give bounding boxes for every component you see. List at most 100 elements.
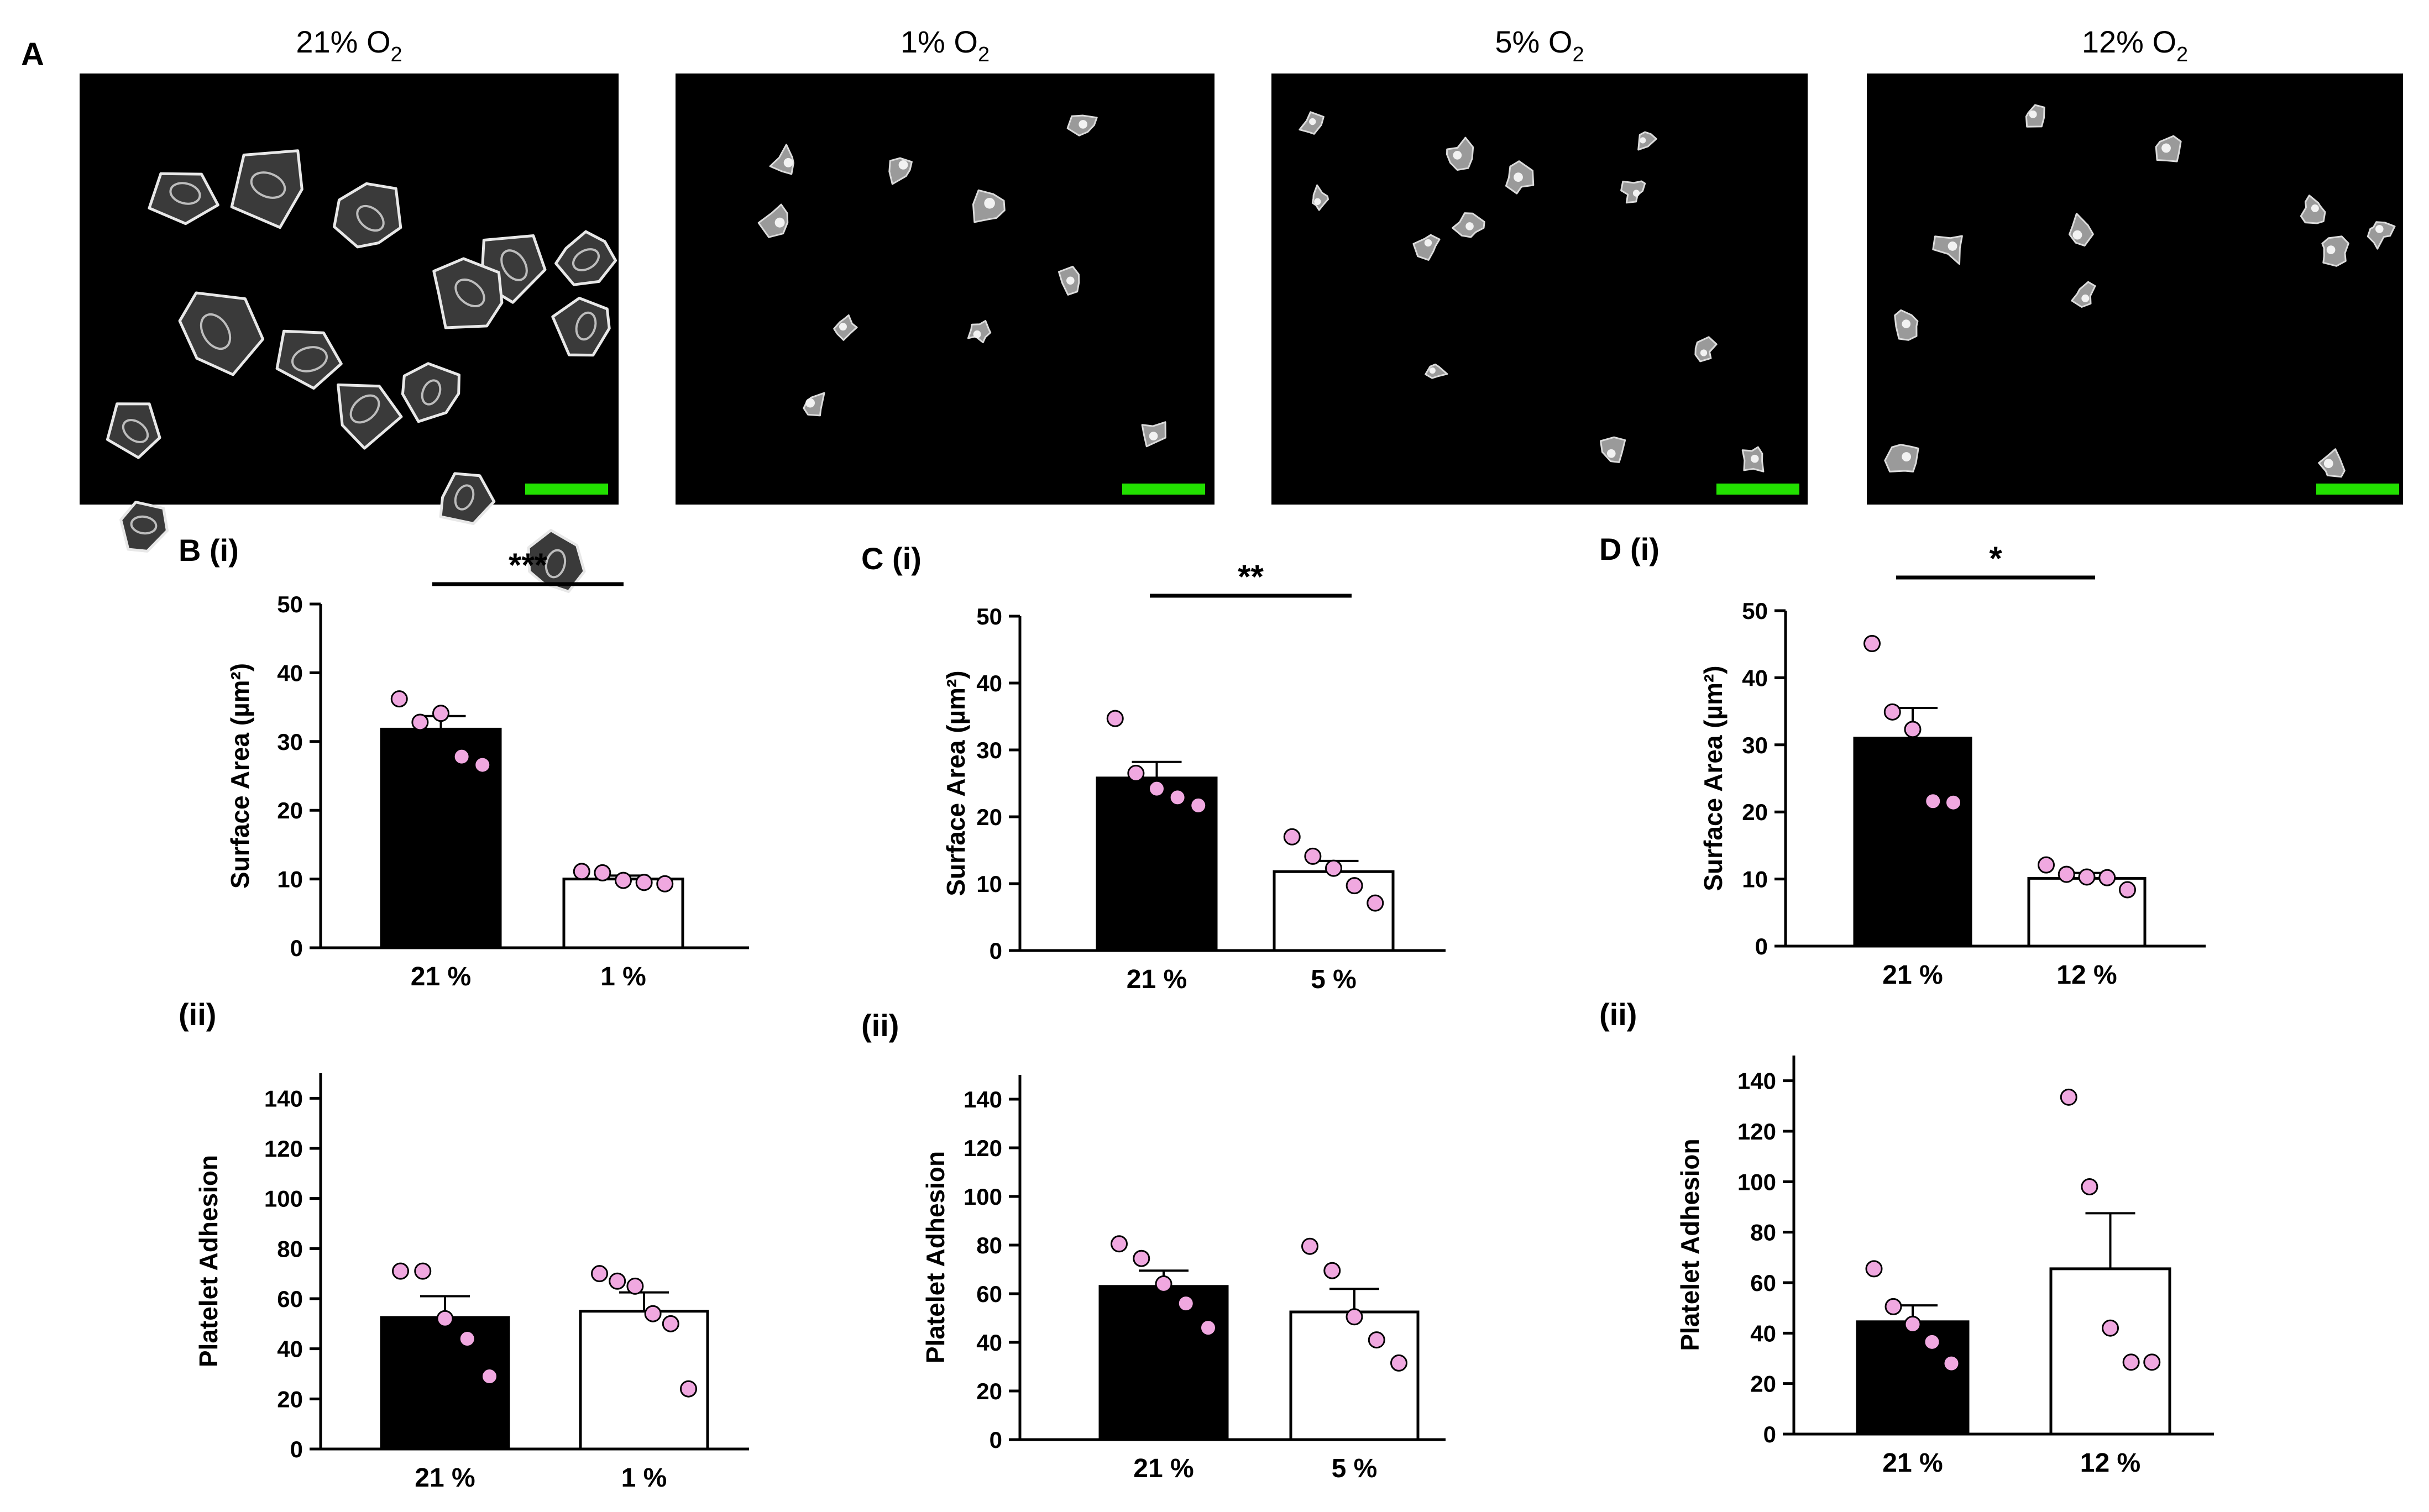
platelet-core <box>1751 454 1759 463</box>
scale-bar <box>1716 484 1799 495</box>
y-tick-label: 0 <box>1763 1421 1776 1447</box>
y-tick-label: 0 <box>1755 933 1768 959</box>
data-point <box>1883 703 1901 721</box>
platelet-core <box>1309 118 1316 125</box>
platelet-core <box>1640 137 1646 144</box>
chart-d-ii: (ii) 0 20 40 60 80 100 120 140 Platelet Adhesion 2… <box>1599 997 2214 1478</box>
y-tick-label: 0 <box>290 1436 303 1462</box>
y-tick-label: 60 <box>1750 1270 1776 1296</box>
bar-1 <box>1098 1285 1229 1441</box>
platelet-fiber <box>545 549 567 579</box>
bar-1 <box>1853 737 1972 948</box>
data-point <box>1301 1237 1318 1255</box>
platelet-core <box>805 398 815 408</box>
title-main: 21% O <box>296 24 390 59</box>
platelet-cell <box>1620 180 1646 204</box>
y-tick-label: 80 <box>976 1232 1002 1258</box>
platelet-core <box>774 217 785 228</box>
x-tick-label: 12 % <box>2056 960 2117 990</box>
y-tick-label: 40 <box>277 660 303 686</box>
data-point <box>1304 847 1322 865</box>
platelet-fiber <box>454 484 475 511</box>
data-point <box>392 1262 409 1280</box>
data-point <box>432 705 449 722</box>
y-tick-label: 100 <box>964 1184 1002 1210</box>
y-tick-label: 40 <box>277 1336 303 1362</box>
platelet-core <box>984 197 995 209</box>
platelet-core <box>2311 204 2319 212</box>
title-main: 12% O <box>2082 24 2176 59</box>
y-tick-label: 140 <box>1737 1068 1776 1094</box>
data-point <box>662 1315 679 1332</box>
platelet-cell <box>527 529 586 593</box>
title-subscript: 2 <box>391 43 402 66</box>
platelet-cell <box>148 172 219 225</box>
data-point <box>453 748 470 765</box>
y-tick-label: 50 <box>976 603 1002 629</box>
panel-label: (ii) <box>1599 997 1637 1032</box>
y-tick-label: 30 <box>277 729 303 755</box>
bar-2 <box>2049 1267 2171 1436</box>
data-point <box>2038 856 2055 874</box>
panel-a: A 21% O2 1% O2 5% O2 12% O2 <box>21 24 2403 593</box>
chart-d-i: D (i) 0 10 20 30 40 50 Surface Area (µm²) 21 % 12… <box>1599 532 2206 990</box>
platelet-fiber <box>575 311 597 341</box>
panel-label: (ii) <box>179 997 216 1032</box>
data-point <box>1346 877 1363 895</box>
scale-bar <box>2316 484 2399 495</box>
data-point <box>2060 1088 2077 1106</box>
platelet-core <box>2081 294 2090 302</box>
platelet-cell <box>2321 235 2349 267</box>
panel-label: B (i) <box>179 533 239 568</box>
data-point <box>1106 710 1124 727</box>
y-tick-label: 50 <box>277 591 303 617</box>
image-background <box>80 74 619 505</box>
data-point <box>1368 1331 1385 1349</box>
data-point <box>635 874 653 891</box>
data-point <box>2081 1178 2098 1195</box>
significance-label: * <box>1989 540 2002 577</box>
y-tick-label: 10 <box>1742 867 1768 893</box>
data-point <box>474 756 491 774</box>
platelet-core <box>1606 449 1616 458</box>
y-tick-label: 30 <box>976 737 1002 763</box>
title-subscript: 2 <box>2176 43 2188 66</box>
platelet-fiber <box>169 182 201 205</box>
chart-b-ii: (ii) 0 20 40 60 80 100 120 140 Platelet Adhesion 2… <box>179 997 749 1493</box>
image-title-4: 12% O2 <box>2082 24 2188 66</box>
data-point <box>1367 894 1384 912</box>
data-point <box>2098 869 2116 886</box>
title-main: 1% O <box>901 24 978 59</box>
x-tick-label: 5 % <box>1332 1454 1378 1483</box>
platelet-cell <box>106 402 161 459</box>
significance-label: ** <box>1238 558 1264 595</box>
platelet-core <box>839 323 847 331</box>
data-point <box>411 713 429 731</box>
y-axis-label: Surface Area (µm²) <box>226 663 254 889</box>
significance-label: *** <box>509 547 548 584</box>
platelet-core <box>1079 120 1088 129</box>
platelet-core <box>898 160 908 170</box>
platelet-core <box>1902 452 1912 461</box>
platelet-cell <box>401 362 460 423</box>
y-axis-label: Platelet Adhesion <box>921 1151 950 1363</box>
platelet-fiber <box>349 394 380 424</box>
microscopy-image-3 <box>1271 74 1808 505</box>
scale-bar <box>1122 484 1205 495</box>
platelet-core <box>1149 432 1158 440</box>
platelet-cell <box>757 203 789 238</box>
y-tick-label: 30 <box>1742 732 1768 758</box>
data-point <box>2122 1353 2140 1371</box>
platelet-core <box>2072 230 2082 240</box>
platelet-cell <box>554 230 617 286</box>
bar-2 <box>1289 1310 1420 1441</box>
platelet-cell <box>1694 336 1718 363</box>
platelet-core <box>2375 225 2384 233</box>
data-point <box>1169 789 1186 806</box>
platelet-core <box>783 158 793 167</box>
platelet-core <box>2029 110 2037 118</box>
y-tick-label: 20 <box>976 1378 1002 1404</box>
x-tick-label: 5 % <box>1311 965 1357 994</box>
platelet-cell <box>1425 363 1448 379</box>
y-axis-label: Surface Area (µm²) <box>941 670 970 896</box>
